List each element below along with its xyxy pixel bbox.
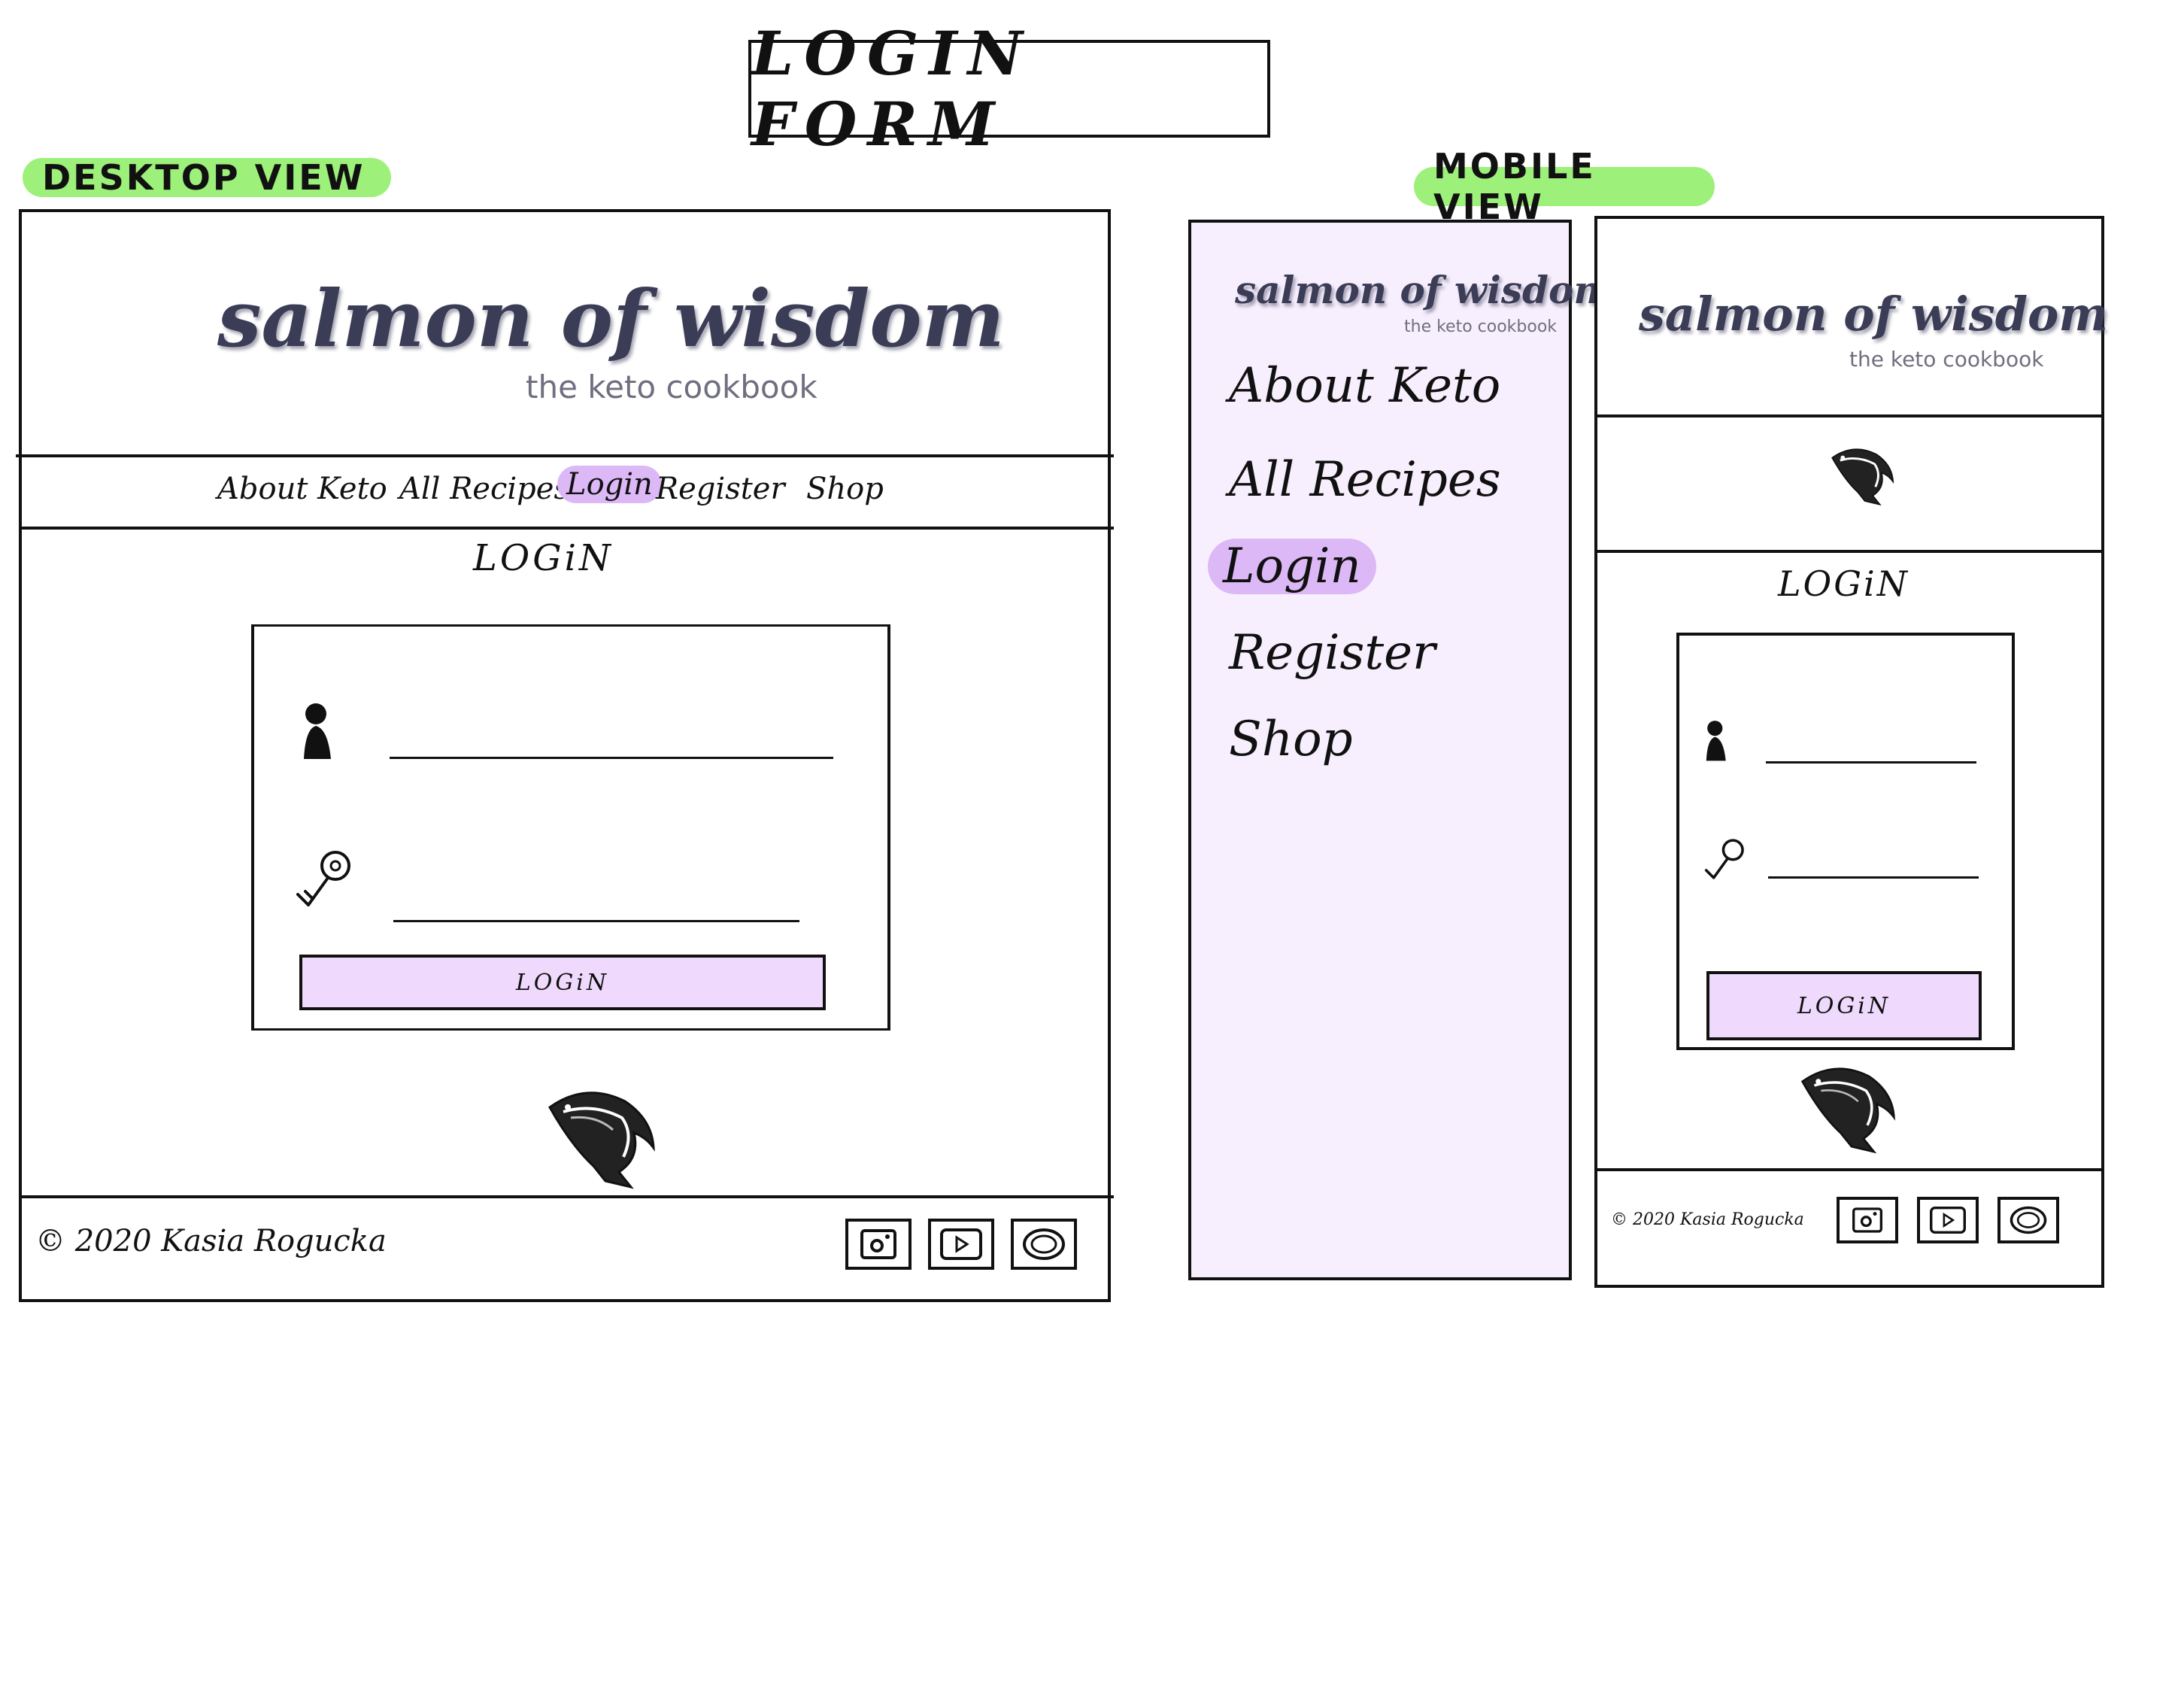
nav-item-all-recipes[interactable]: All Recipes [399,472,569,506]
mobile-nav-line [1597,550,2101,553]
desktop-logo[interactable]: salmon of wisdom the keto cookbook [217,272,1005,415]
salmon-icon [541,1085,669,1193]
youtube-icon[interactable] [928,1219,994,1270]
drawer-item-register[interactable]: Register [1229,625,1436,681]
instagram-icon[interactable] [1837,1197,1898,1243]
logo-subtitle: the keto cookbook [1849,347,2044,372]
logo-title: salmon of wisdom [1235,268,1614,312]
drawer-item-login[interactable]: Login [1208,539,1376,594]
username-field[interactable] [390,757,833,759]
logo-title: salmon of wisdom [1639,287,2108,342]
login-form: LOGiN [1676,633,2015,1050]
nav-top-line [16,454,1114,457]
drawer-item-about-keto[interactable]: About Keto [1229,358,1501,414]
nav-item-login[interactable]: Login [557,466,662,503]
desktop-view-label: DESKTOP VIEW [23,157,391,198]
nav-item-shop[interactable]: Shop [806,472,884,506]
mobile-header-line [1597,414,2101,417]
login-button[interactable]: LOGiN [1706,971,1982,1040]
drawer-logo[interactable]: salmon of wisdom the keto cookbook [1235,268,1613,351]
footer-line [1597,1168,2101,1171]
footer-line [22,1195,1114,1198]
desktop-frame: salmon of wisdom the keto cookbook About… [16,209,1114,1302]
drawer-item-all-recipes[interactable]: All Recipes [1229,452,1501,508]
logo-title: salmon of wisdom [217,272,1005,365]
key-icon [1702,835,1750,886]
user-icon [298,700,335,764]
page-title: LOGIN FORM [748,18,1270,159]
login-heading: LOGiN [1778,563,1909,604]
mobile-view-label: MOBILE VIEW [1414,146,1715,227]
mobile-logo[interactable]: salmon of wisdom the keto cookbook [1639,287,2108,384]
logo-subtitle: the keto cookbook [1404,317,1558,336]
login-form: LOGiN [251,624,890,1031]
salmon-icon[interactable] [1827,445,1902,509]
salmon-icon [1794,1061,1907,1158]
copyright: © 2020 Kasia Rogucka [1611,1210,1804,1229]
password-field[interactable] [393,920,799,922]
password-field[interactable] [1768,876,1979,879]
facebook-icon[interactable] [1997,1197,2059,1243]
nav-item-about-keto[interactable]: About Keto [217,472,387,506]
copyright: © 2020 Kasia Rogucka [35,1224,387,1258]
login-heading: LOGiN [473,537,614,579]
mobile-nav-drawer: salmon of wisdom the keto cookbook About… [1188,220,1613,1280]
youtube-icon[interactable] [1917,1197,1979,1243]
logo-subtitle: the keto cookbook [526,369,817,405]
nav-bottom-line [22,527,1114,530]
user-icon [1702,718,1729,765]
instagram-icon[interactable] [845,1219,912,1270]
nav-item-register[interactable]: Register [656,472,785,506]
key-icon [292,845,359,915]
login-button[interactable]: LOGiN [299,955,826,1010]
username-field[interactable] [1766,761,1976,764]
mobile-frame: salmon of wisdom the keto cookbook LOGiN [1594,216,2108,1288]
facebook-icon[interactable] [1011,1219,1077,1270]
drawer-item-shop[interactable]: Shop [1229,712,1353,767]
